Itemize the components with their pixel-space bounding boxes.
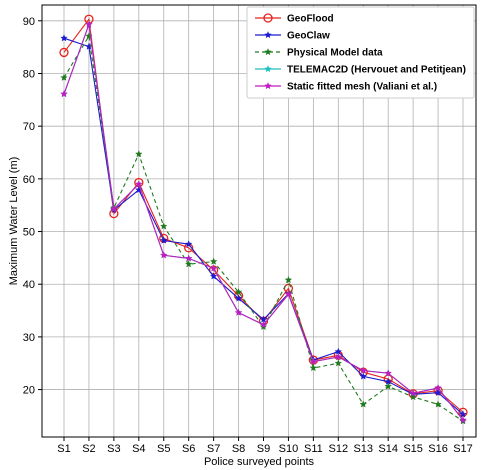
- data-point: [309, 364, 318, 372]
- series-line: [63, 34, 464, 422]
- x-axis-label: Police surveyed points: [204, 456, 315, 468]
- series-4: [60, 20, 467, 424]
- data-point: [434, 384, 442, 392]
- data-point: [60, 73, 68, 81]
- y-tick-label: 60: [23, 174, 35, 186]
- data-point: [135, 150, 143, 158]
- data-point: [409, 393, 417, 401]
- data-point: [309, 357, 318, 365]
- y-axis-label: Maximum Water Level (m): [8, 157, 20, 286]
- data-point: [359, 366, 367, 374]
- legend-marker: [264, 65, 272, 73]
- data-point: [85, 20, 93, 28]
- data-point: [60, 90, 68, 98]
- x-tick-label: S15: [403, 443, 423, 455]
- data-point: [184, 240, 193, 248]
- x-tick-label: S11: [304, 443, 323, 455]
- y-tick-label: 20: [23, 385, 35, 397]
- x-tick-label: S5: [157, 443, 170, 455]
- data-point: [110, 204, 118, 213]
- x-tick-label: S13: [353, 443, 373, 455]
- data-point: [359, 400, 367, 408]
- y-tick-label: 50: [23, 227, 35, 239]
- x-tick-label: S6: [182, 443, 195, 455]
- series-1: [60, 34, 467, 418]
- data-point: [359, 372, 367, 380]
- x-tick-label: S2: [82, 443, 95, 455]
- x-tick-label: S12: [329, 443, 349, 455]
- data-point: [85, 32, 93, 40]
- legend-marker: [264, 48, 272, 56]
- x-tick-label: S4: [132, 443, 145, 455]
- data-point: [59, 47, 69, 58]
- y-tick-label: 70: [23, 121, 35, 133]
- data-point: [434, 400, 442, 408]
- legend-label: GeoFlood: [287, 14, 334, 25]
- x-tick-label: S3: [107, 443, 120, 455]
- legend-label: GeoClaw: [287, 31, 330, 42]
- series-layer: [59, 14, 468, 425]
- y-tick-label: 40: [23, 279, 35, 291]
- data-point: [234, 308, 243, 316]
- data-point: [409, 389, 417, 397]
- data-point: [135, 180, 143, 188]
- data-point: [459, 410, 467, 418]
- data-point: [334, 359, 343, 367]
- data-point: [234, 288, 243, 296]
- legend-box: [246, 6, 475, 99]
- data-point: [284, 276, 293, 284]
- x-tick-label: S9: [257, 443, 270, 455]
- data-point: [384, 382, 392, 390]
- y-axis: 20 30 40 50 60 70 80 90: [23, 16, 42, 397]
- data-point: [160, 222, 168, 230]
- legend-label: TELEMAC2D (Hervouet and Petitjean): [287, 65, 466, 76]
- legend: GeoFlood GeoClaw Physical Model data TELEMA…: [246, 6, 475, 99]
- x-tick-label: S1: [57, 443, 70, 455]
- legend-marker: [263, 13, 273, 23]
- x-tick-label: S16: [428, 443, 448, 455]
- x-tick-label: S14: [378, 443, 398, 455]
- y-tick-label: 80: [23, 68, 35, 80]
- y-tick-label: 90: [23, 16, 35, 28]
- x-tick-label: S7: [207, 443, 220, 455]
- legend-marker: [264, 31, 272, 39]
- data-point: [234, 294, 243, 302]
- x-tick-label: S8: [232, 443, 245, 455]
- data-point: [459, 416, 467, 424]
- legend-label: Static fitted mesh (Valiani et al.): [287, 82, 437, 93]
- grid: [42, 5, 476, 437]
- data-point: [160, 251, 168, 259]
- data-point: [209, 272, 218, 280]
- data-point: [184, 254, 193, 262]
- data-point: [284, 290, 293, 298]
- data-point: [60, 34, 68, 42]
- data-point: [259, 320, 268, 328]
- legend-marker: [264, 82, 272, 90]
- x-axis: S1 S2 S3 S4 S5 S6 S7 S8 S9 S10 S11 S12 S13 S14 S15 S16 S…: [57, 437, 473, 455]
- x-tick-label: S17: [453, 443, 473, 455]
- data-point: [209, 264, 218, 272]
- data-point: [209, 257, 218, 265]
- data-point: [384, 369, 392, 377]
- data-point: [259, 322, 268, 331]
- data-point: [184, 260, 193, 268]
- data-point: [135, 185, 143, 194]
- legend-label: Physical Model data: [287, 48, 383, 59]
- series-2: [60, 32, 467, 425]
- data-point: [160, 236, 168, 244]
- y-tick-label: 30: [23, 332, 35, 344]
- data-point: [159, 233, 169, 244]
- plot-frame: [41, 4, 477, 438]
- x-tick-label: S10: [279, 443, 299, 455]
- data-point: [334, 352, 343, 361]
